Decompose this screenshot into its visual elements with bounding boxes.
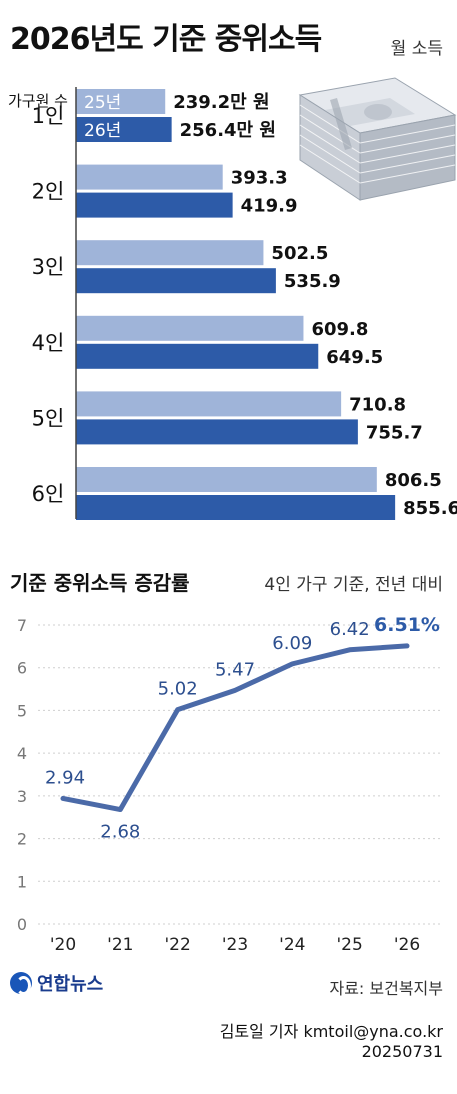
line-chart: 0 1 2 3 4 5 6 7 '20 '21 '22 '23 '24 '25 '26 2.94 2.68 5.0… <box>17 614 440 955</box>
y-tick-label: 1 <box>17 872 27 891</box>
bar-value-label: 393.3 <box>231 168 288 189</box>
line-chart-subtitle: 4인 가구 기준, 전년 대비 <box>264 575 443 595</box>
bar-value-label: 535.9 <box>284 271 341 292</box>
y-tick-label: 0 <box>17 915 27 934</box>
bar-value-label: 239.2만 원 <box>173 92 269 113</box>
bar-value-label: 710.8 <box>349 394 406 415</box>
chart-title: 2026년도 기준 중위소득 <box>10 22 322 57</box>
series-label: 26년 <box>84 121 121 141</box>
y-tick-label: 4 <box>17 744 27 763</box>
credit-label: 김토일 기자 kmtoil@yna.co.kr <box>219 1022 443 1041</box>
category-label: 3인 <box>32 255 65 279</box>
bar-2026 <box>76 268 276 294</box>
data-label: 5.02 <box>158 679 198 700</box>
source-label: 자료: 보건복지부 <box>329 979 443 998</box>
x-tick-label: '26 <box>394 935 420 955</box>
data-point <box>290 661 295 666</box>
data-point <box>175 707 180 712</box>
x-tick-label: '22 <box>165 935 191 955</box>
data-point <box>405 643 409 648</box>
data-label: 5.47 <box>215 659 255 680</box>
line-chart-title: 기준 중위소득 증감률 <box>10 571 190 595</box>
data-point <box>118 807 123 812</box>
bar-2026 <box>76 192 233 218</box>
row-header: 가구원 수 <box>8 92 68 110</box>
x-tick-label: '23 <box>222 935 248 955</box>
bar-2025 <box>76 467 377 492</box>
unit-label: 월 소득 <box>390 39 443 59</box>
x-tick-label: '24 <box>279 935 305 955</box>
bar-2025 <box>76 89 166 114</box>
category-label: 1인 <box>32 104 65 128</box>
bar-2026 <box>76 495 396 520</box>
yonhap-logo: 연합뉴스 <box>10 970 103 996</box>
bar-2025 <box>76 315 304 341</box>
data-label: 6.42 <box>330 619 370 640</box>
x-tick-label: '20 <box>50 935 76 955</box>
y-tick-label: 5 <box>17 701 27 720</box>
data-label: 6.51% <box>374 614 440 636</box>
y-tick-label: 3 <box>17 787 27 806</box>
bar-value-label: 502.5 <box>271 243 328 264</box>
bar-value-label: 649.5 <box>326 347 383 368</box>
bar-2025 <box>76 164 223 190</box>
bar-2025 <box>76 391 342 417</box>
data-label: 2.94 <box>45 767 85 788</box>
y-tick-label: 6 <box>17 659 27 678</box>
bar-value-label: 855.6 <box>403 498 457 519</box>
category-label: 6인 <box>32 482 65 506</box>
bar-2026 <box>76 343 319 369</box>
bar-2025 <box>76 240 264 266</box>
bar-value-label: 609.8 <box>311 319 368 340</box>
y-tick-label: 7 <box>17 616 27 635</box>
bar-2026 <box>76 419 358 445</box>
logo-text: 연합뉴스 <box>37 974 104 995</box>
category-label: 4인 <box>32 331 65 355</box>
bar-value-label: 755.7 <box>366 422 423 443</box>
x-tick-label: '21 <box>107 935 133 955</box>
bar-chart: 가구원 수 1인 239.2만 원 25년 256.4만 원 26년 2인 393.3 419… <box>8 77 457 520</box>
bar-value-label: 806.5 <box>385 470 442 491</box>
data-point <box>61 796 65 801</box>
data-point <box>347 647 352 652</box>
category-label: 5인 <box>32 406 65 430</box>
category-label: 2인 <box>32 180 65 204</box>
date-label: 20250731 <box>361 1042 443 1061</box>
bar-value-label: 419.9 <box>241 196 298 217</box>
data-label: 2.68 <box>100 822 140 843</box>
money-stack-icon <box>298 77 457 201</box>
data-point <box>233 688 237 693</box>
x-tick-label: '25 <box>337 935 363 955</box>
y-tick-label: 2 <box>17 830 27 849</box>
bar-value-label: 256.4만 원 <box>180 120 276 141</box>
series-label: 25년 <box>84 93 121 113</box>
bar-2026 <box>76 117 172 142</box>
yonhap-logo-icon <box>10 972 32 995</box>
data-label: 6.09 <box>272 633 312 654</box>
